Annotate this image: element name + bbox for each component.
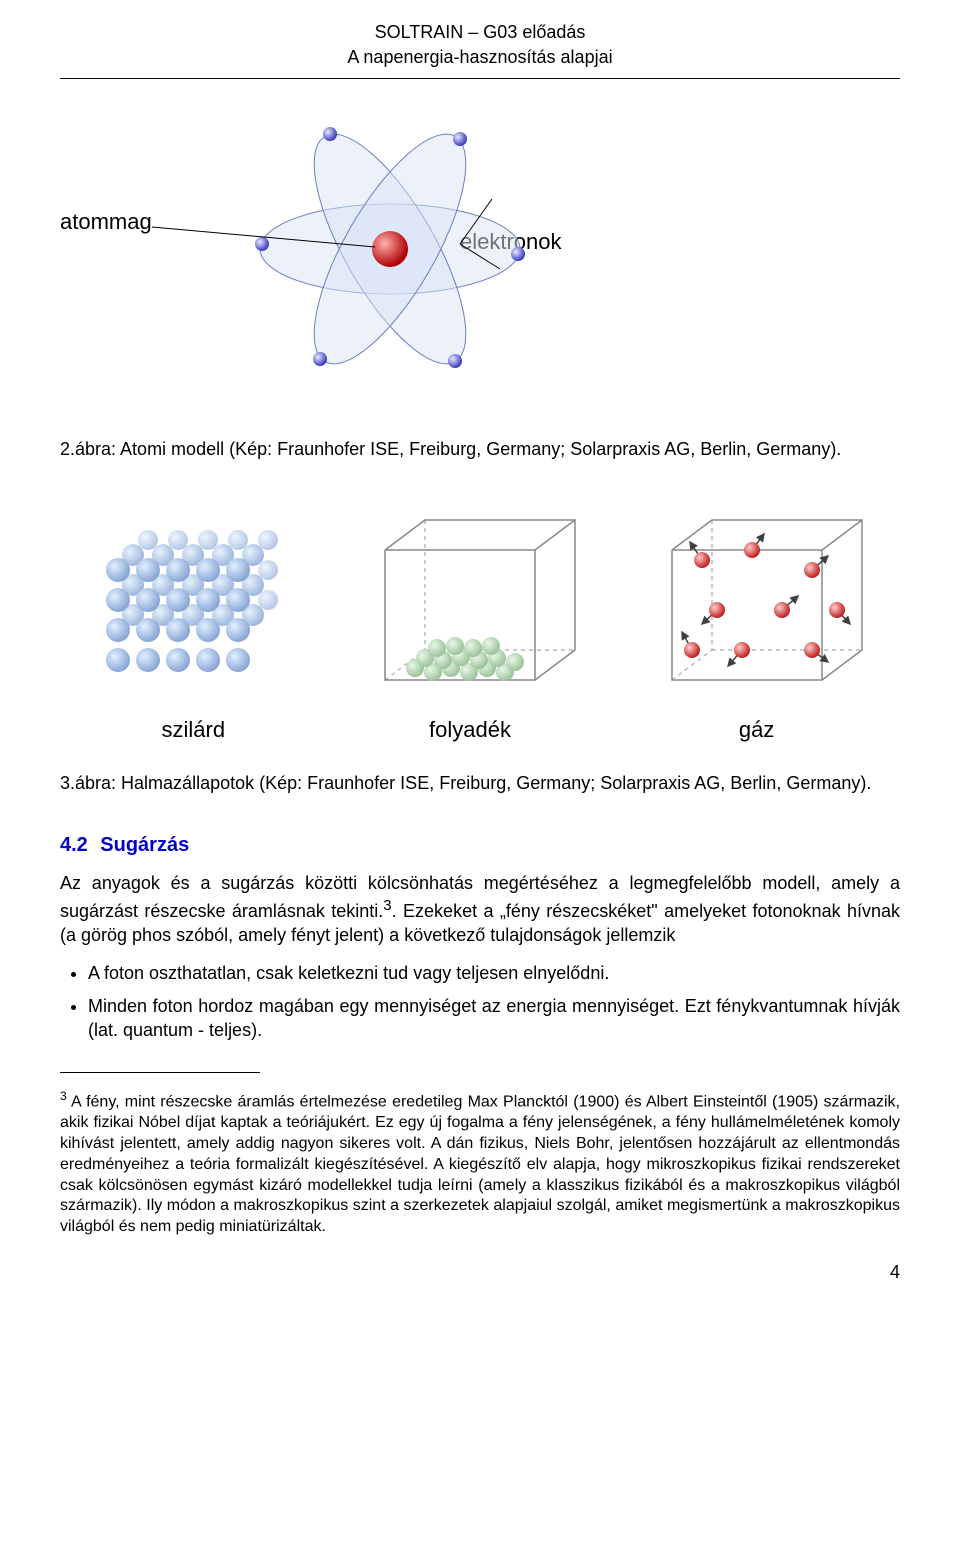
states-row: szilárd [60,500,900,743]
gas-label: gáz [642,717,872,743]
paragraph-1: Az anyagok és a sugárzás közötti kölcsön… [60,871,900,947]
gas-svg [642,500,872,700]
liquid-svg [355,500,585,700]
section-number: 4.2 [60,834,88,856]
section-title: Sugárzás [100,834,189,856]
header-line-1: SOLTRAIN – G03 előadás [60,20,900,45]
section-heading: 4.2 Sugárzás [60,834,900,857]
bullet-list: A foton oszthatatlan, csak keletkezni tu… [88,961,900,1042]
footnote: 3 A fény, mint részecske áramlás értelme… [60,1089,900,1238]
bullet-1: A foton oszthatatlan, csak keletkezni tu… [88,961,900,985]
gas-cell: gáz [642,500,872,743]
header-rule [60,78,900,79]
page-number: 4 [60,1262,900,1283]
figure3-caption: 3.ábra: Halmazállapotok (Kép: Fraunhofer… [60,773,900,794]
atom-diagram: atommag elektronok [60,99,900,409]
liquid-cell: folyadék [355,500,585,743]
footnote-number: 3 [60,1089,67,1103]
page: SOLTRAIN – G03 előadás A napenergia-hasz… [0,0,960,1323]
page-header: SOLTRAIN – G03 előadás A napenergia-hasz… [60,20,900,70]
liquid-label: folyadék [355,717,585,743]
connector-svg [60,99,660,399]
footnote-text: A fény, mint részecske áramlás értelmezé… [60,1093,900,1235]
bullet-2: Minden foton hordoz magában egy mennyisé… [88,994,900,1043]
footnote-ref: 3 [383,897,391,914]
footnote-rule [60,1072,260,1073]
solid-cell: szilárd [88,500,298,743]
figure2-caption: 2.ábra: Atomi modell (Kép: Fraunhofer IS… [60,439,900,460]
header-line-2: A napenergia-hasznosítás alapjai [60,45,900,70]
solid-svg [88,500,298,700]
solid-label: szilárd [88,717,298,743]
